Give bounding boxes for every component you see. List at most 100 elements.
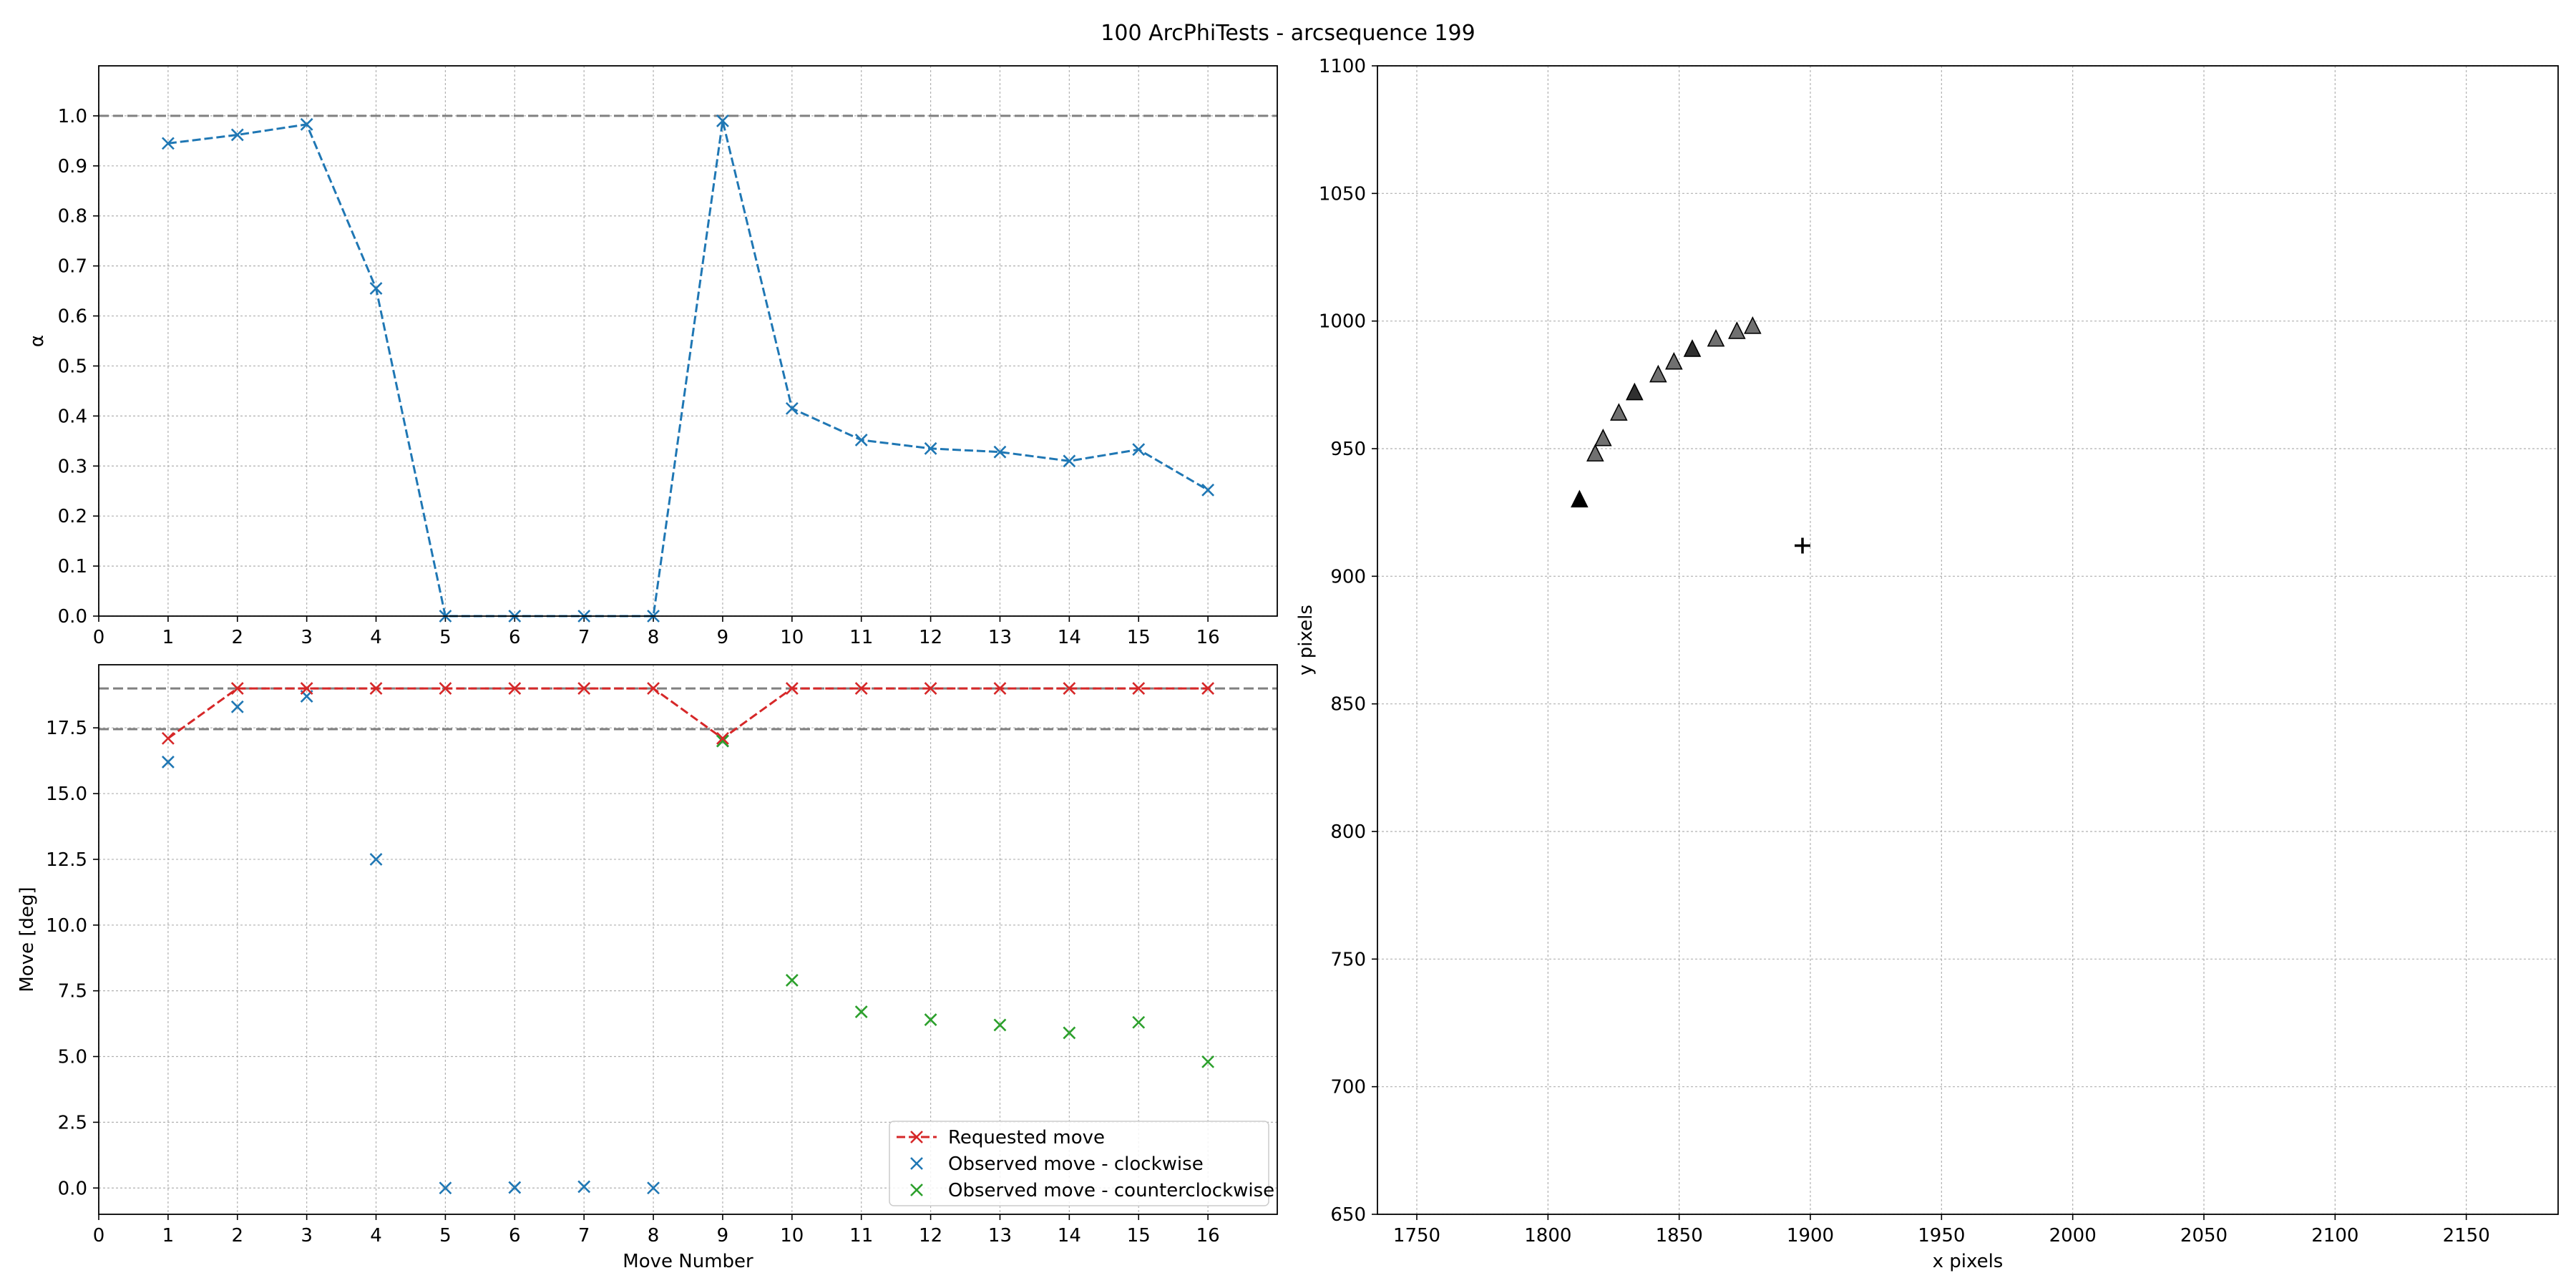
position-chart: 1750 1800 1850 1900 1950 2000 2050 2100 2150 650 7… bbox=[1295, 56, 2559, 1272]
alpha-point-stroke bbox=[369, 282, 383, 296]
x-tick-label: 5 bbox=[439, 1225, 452, 1246]
x-tick-label: 2 bbox=[231, 1225, 243, 1246]
x-tick-label: 5 bbox=[439, 627, 452, 648]
requested-move-point bbox=[300, 682, 313, 695]
figure-title: 100 ArcPhiTests - arcsequence 199 bbox=[1101, 21, 1475, 46]
observed-cw-point bbox=[230, 700, 244, 713]
x-tick-label: 12 bbox=[919, 627, 942, 648]
position-triangle-marker bbox=[1594, 428, 1612, 447]
x-tick-label: 15 bbox=[1127, 1225, 1151, 1246]
alpha-point bbox=[300, 117, 313, 131]
alpha-point-stroke bbox=[716, 114, 729, 127]
requested-move-point bbox=[716, 731, 729, 745]
requested-move-point bbox=[230, 682, 244, 695]
requested-move-point bbox=[161, 731, 175, 745]
observed-ccw-point-stroke bbox=[854, 1005, 868, 1018]
observed-cw-point bbox=[161, 756, 175, 769]
requested-move-point bbox=[785, 682, 799, 695]
alpha-point bbox=[1063, 454, 1076, 468]
observed-ccw-point bbox=[1132, 1015, 1146, 1029]
position-triangle-marker bbox=[1649, 364, 1667, 383]
legend-marker-stroke bbox=[910, 1184, 923, 1196]
y-tick-label: 0.3 bbox=[58, 456, 87, 477]
alpha-point-stroke bbox=[854, 434, 868, 447]
alpha-point-stroke bbox=[924, 441, 937, 455]
x-tick-label: 3 bbox=[301, 1225, 313, 1246]
y-tick-label: 650 bbox=[1330, 1204, 1366, 1226]
y-tick-label: 0.4 bbox=[58, 406, 87, 427]
observed-ccw-point bbox=[785, 974, 799, 987]
x-tick-label: 0 bbox=[93, 1225, 105, 1246]
x-tick-label: 11 bbox=[849, 627, 873, 648]
requested-move-point bbox=[993, 682, 1007, 695]
observed-ccw-point bbox=[1201, 1055, 1215, 1068]
requested-move-point-stroke bbox=[439, 682, 452, 695]
x-tick-label: 6 bbox=[509, 1225, 521, 1246]
x-tick-label: 8 bbox=[648, 627, 660, 648]
observed-ccw-point bbox=[993, 1018, 1007, 1032]
x-tick-label: 16 bbox=[1196, 627, 1220, 648]
center-plus-marker bbox=[1795, 537, 1810, 554]
requested-move-point bbox=[854, 682, 868, 695]
x-tick-label: 9 bbox=[717, 627, 729, 648]
requested-move-point-stroke bbox=[785, 682, 799, 695]
y-tick-label: 2.5 bbox=[58, 1112, 87, 1133]
x-tick-label: 1 bbox=[162, 1225, 175, 1246]
requested-move-point-stroke bbox=[647, 682, 660, 695]
x-tick-label: 15 bbox=[1127, 627, 1151, 648]
x-tick-label: 13 bbox=[988, 627, 1012, 648]
observed-cw-point-stroke bbox=[369, 853, 383, 866]
y-tick-label: 10.0 bbox=[46, 915, 87, 937]
y-axis-label: y pixels bbox=[1295, 605, 1317, 675]
x-tick-label: 10 bbox=[780, 1225, 804, 1246]
y-tick-label: 0.7 bbox=[58, 256, 87, 278]
observed-ccw-point bbox=[854, 1005, 868, 1018]
x-tick-label: 1900 bbox=[1787, 1225, 1834, 1246]
x-tick-label: 2100 bbox=[2311, 1225, 2358, 1246]
position-triangle-marker bbox=[1728, 321, 1746, 339]
alpha-chart: 0 1 2 3 4 5 6 7 8 9 10 11 12 13 14 15 160.00.10.20.30.40… bbox=[26, 65, 1278, 648]
observed-ccw-point-stroke bbox=[993, 1018, 1007, 1032]
x-tick-label: 14 bbox=[1058, 627, 1081, 648]
legend-label: Observed move - counterclockwise bbox=[948, 1180, 1274, 1201]
alpha-point bbox=[716, 114, 729, 127]
requested-move-point bbox=[1201, 682, 1215, 695]
x-tick-label: 1750 bbox=[1393, 1225, 1440, 1246]
y-tick-label: 15.0 bbox=[46, 784, 87, 805]
requested-move-point bbox=[508, 682, 522, 695]
x-tick-label: 2150 bbox=[2443, 1225, 2490, 1246]
legend-marker bbox=[910, 1157, 923, 1170]
observed-ccw-point bbox=[1063, 1026, 1076, 1040]
x-tick-label: 0 bbox=[93, 627, 105, 648]
legend-marker bbox=[910, 1184, 923, 1196]
requested-move-point-stroke bbox=[924, 682, 937, 695]
x-tick-label: 2 bbox=[231, 627, 243, 648]
observed-cw-point bbox=[577, 1180, 591, 1194]
requested-move-point-stroke bbox=[716, 731, 729, 745]
position-triangle-marker bbox=[1744, 316, 1762, 334]
y-tick-label: 5.0 bbox=[58, 1047, 87, 1068]
position-triangle-marker bbox=[1586, 444, 1604, 462]
y-tick-label: 0.5 bbox=[58, 356, 87, 377]
legend-marker bbox=[910, 1131, 923, 1143]
alpha-point bbox=[230, 128, 244, 142]
requested-move-point bbox=[439, 682, 452, 695]
requested-move-line bbox=[167, 687, 1209, 740]
y-tick-label: 0.2 bbox=[58, 506, 87, 527]
requested-move-point bbox=[924, 682, 937, 695]
alpha-point-stroke bbox=[230, 128, 244, 142]
observed-ccw-point-stroke bbox=[1063, 1026, 1076, 1040]
legend-entry: Observed move - clockwise bbox=[910, 1153, 1204, 1175]
x-tick-label: 7 bbox=[578, 627, 590, 648]
alpha-point bbox=[924, 441, 937, 455]
x-tick-label: 1 bbox=[162, 627, 175, 648]
position-triangle-marker bbox=[1571, 489, 1589, 508]
y-axis-label: Move [deg] bbox=[16, 887, 38, 992]
x-tick-label: 1950 bbox=[1918, 1225, 1965, 1246]
axes-frame bbox=[1377, 65, 2559, 1215]
y-tick-label: 800 bbox=[1330, 821, 1366, 843]
requested-move-point-stroke bbox=[577, 682, 591, 695]
requested-move-point-stroke bbox=[161, 731, 175, 745]
x-tick-label: 13 bbox=[988, 1225, 1012, 1246]
